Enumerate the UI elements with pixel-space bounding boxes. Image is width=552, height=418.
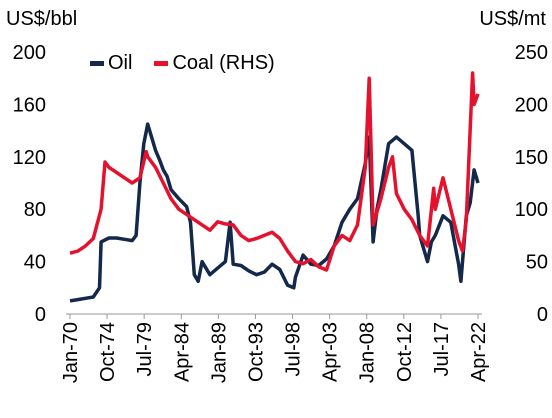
y-left-tick-label: 160: [13, 94, 46, 116]
left-axis-unit-label: US$/bbl: [6, 8, 78, 30]
legend-label-coal: Coal (RHS): [172, 52, 275, 74]
right-axis-unit-label: US$/mt: [479, 8, 546, 30]
legend-swatch-coal: [154, 61, 169, 66]
series-layer: [69, 71, 480, 303]
y-right-tick-label: 0: [537, 304, 548, 326]
x-tick-label: Jul-17: [431, 322, 453, 376]
x-tick-label: Apr-22: [468, 322, 490, 382]
x-tick-label: Jan-70: [60, 322, 82, 383]
series-line-coal: [69, 71, 480, 272]
x-tick-label: Apr-03: [320, 322, 342, 382]
legend-swatch-oil: [90, 61, 104, 66]
y-right-tick-label: 200: [515, 94, 548, 116]
y-right-tick-label: 250: [515, 42, 548, 64]
x-tick-label: Oct-93: [245, 322, 267, 382]
y-right-tick-label: 50: [526, 252, 548, 274]
x-tick-label: Jul-79: [134, 322, 156, 376]
chart-legend: Oil Coal (RHS): [90, 52, 297, 75]
y-left-tick-label: 120: [13, 147, 46, 169]
legend-item-coal: Coal (RHS): [154, 52, 275, 75]
x-tick-label: Jan-08: [357, 322, 379, 383]
legend-item-oil: Oil: [90, 52, 132, 75]
y-left-tick-label: 200: [13, 42, 46, 64]
axes-layer: 0 40 80 120 160 200 0 50 100 150 200 250 Jan-70 Oct-7…: [13, 42, 548, 383]
y-right-tick-label: 100: [515, 199, 548, 221]
x-tick-label: Oct-12: [394, 322, 416, 382]
y-left-tick-label: 0: [35, 304, 46, 326]
legend-label-oil: Oil: [108, 52, 133, 74]
x-tick-label: Apr-84: [171, 322, 193, 382]
x-tick-label: Jan-89: [208, 322, 230, 383]
y-right-tick-label: 150: [515, 147, 548, 169]
x-tick-label: Jul-98: [283, 322, 305, 376]
x-tick-label: Oct-74: [97, 322, 119, 382]
y-left-tick-label: 80: [24, 199, 46, 221]
y-left-tick-label: 40: [24, 252, 46, 274]
series-line-oil: [69, 122, 480, 303]
